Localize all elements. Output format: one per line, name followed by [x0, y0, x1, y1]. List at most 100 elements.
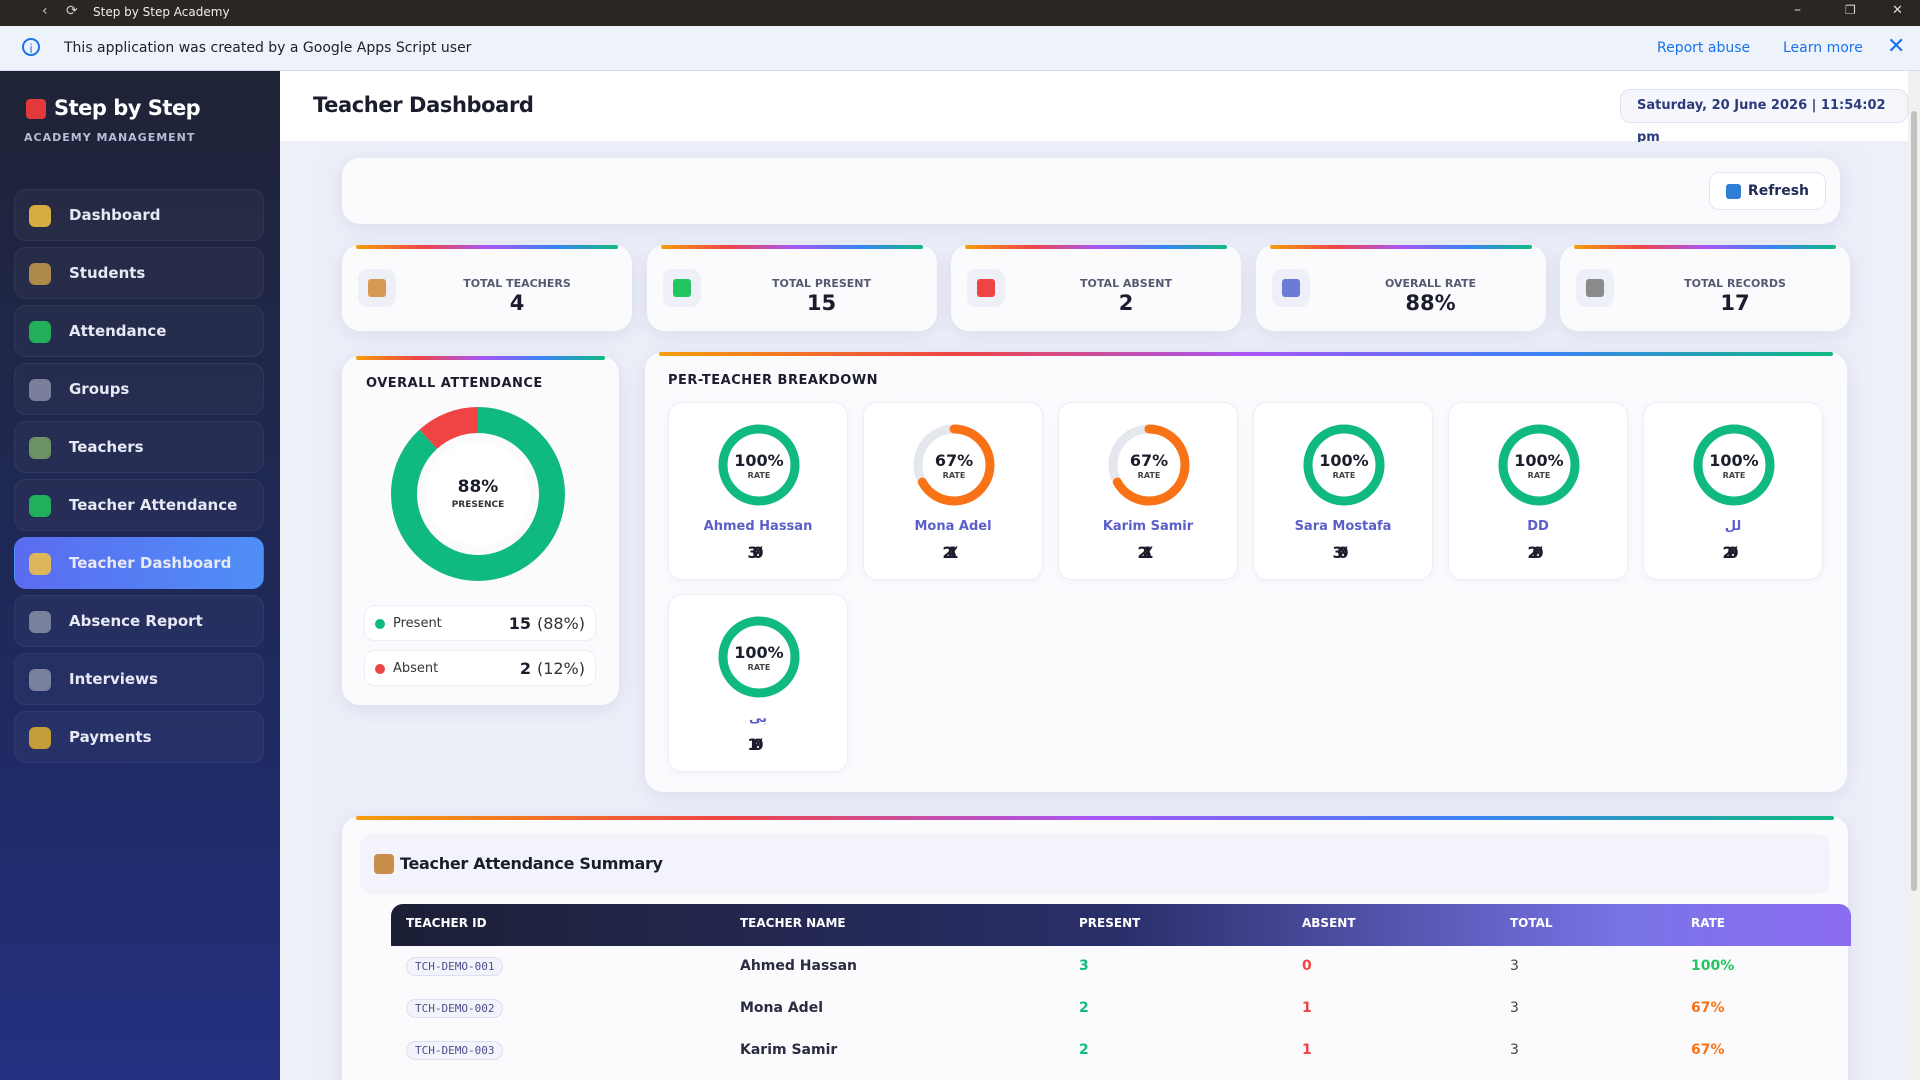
- ring-arc: [913, 424, 995, 506]
- brand-name: Step by Step: [54, 96, 201, 120]
- table-cell: 67%: [1691, 1042, 1725, 1058]
- sidebar: Step by Step ACADEMY MANAGEMENT Dashboar…: [0, 71, 280, 1080]
- nav-item[interactable]: Teachers: [14, 421, 264, 473]
- stat-value: 4: [509, 291, 525, 315]
- ring-caption: RATE: [748, 663, 771, 672]
- nav-item[interactable]: Students: [14, 247, 264, 299]
- ring-label: 100%: [1514, 451, 1563, 470]
- nav-icon: [29, 727, 51, 749]
- ring-arc: [1303, 424, 1385, 506]
- datetime-pill: Saturday, 20 June 2026 | 11:54:02 pm: [1620, 89, 1908, 145]
- present-count: 2: [942, 543, 954, 562]
- nav-item[interactable]: Teacher Attendance: [14, 479, 264, 531]
- rate-ring: 67%RATE: [1108, 424, 1190, 506]
- dismiss-button[interactable]: ✕: [1887, 34, 1906, 59]
- info-banner: i This application was created by a Goog…: [0, 26, 1920, 71]
- column-header: ABSENT: [1302, 916, 1356, 930]
- stat-card: TOTAL ABSENT 2: [951, 245, 1241, 331]
- minimize-button[interactable]: –: [1794, 2, 1801, 18]
- nav-item[interactable]: Payments: [14, 711, 264, 763]
- back-button[interactable]: ‹: [42, 3, 48, 19]
- teacher-name: Sara Mostafa: [1294, 519, 1392, 534]
- donut-percent: 88%: [458, 477, 499, 497]
- card-accent: [356, 356, 605, 360]
- present-symbol: ✓: [946, 543, 960, 562]
- stat-card: OVERALL RATE 88%: [1255, 245, 1546, 331]
- card-accent: [356, 816, 1834, 820]
- teacher-name: بی: [748, 711, 768, 726]
- ring-arc: [718, 616, 800, 698]
- stat-label: TOTAL PRESENT: [771, 277, 872, 290]
- rate-ring: 100%RATE: [1693, 424, 1775, 506]
- absent-count: 0: [1337, 543, 1349, 562]
- summary-icon: [374, 854, 394, 874]
- teacher-id-badge: TCH-DEMO-002: [406, 999, 504, 1018]
- card-accent: [1269, 245, 1532, 249]
- legend-label: Absent: [393, 661, 439, 676]
- maximize-button[interactable]: ❐: [1845, 3, 1856, 17]
- ring-label: 100%: [1319, 451, 1368, 470]
- close-button[interactable]: ✕: [1892, 3, 1903, 18]
- nav-icon: [29, 437, 51, 459]
- legend-count: 2: [519, 659, 531, 678]
- nav-icon: [29, 379, 51, 401]
- nav-item[interactable]: Groups: [14, 363, 264, 415]
- table-cell: 1: [1302, 1042, 1312, 1058]
- teacher-card: 100% RATE Sara Mostafa ✓ 3 ✗ 0: [1253, 402, 1433, 580]
- teacher-card: 100% RATE DD ✓ 2 ✗ 0: [1448, 402, 1628, 580]
- report-abuse-link[interactable]: Report abuse: [1657, 40, 1751, 56]
- legend-dot: [375, 619, 385, 629]
- card-title: PER-TEACHER BREAKDOWN: [668, 373, 879, 388]
- ring-label: 67%: [1130, 451, 1168, 470]
- present-count: 3: [1332, 543, 1344, 562]
- ring-label: 100%: [1709, 451, 1758, 470]
- absent-count: 1: [1142, 543, 1154, 562]
- ring-label: 100%: [734, 643, 783, 662]
- table-cell: 2: [1079, 1042, 1089, 1058]
- legend-row: Present (88%) 15: [364, 605, 596, 641]
- nav-icon: [29, 263, 51, 285]
- refresh-button[interactable]: Refresh: [1708, 172, 1826, 210]
- stat-icon-glyph: [1281, 279, 1300, 297]
- nav-item[interactable]: Interviews: [14, 653, 264, 705]
- table-cell: 2: [1079, 1000, 1089, 1016]
- card-title: OVERALL ATTENDANCE: [366, 376, 543, 391]
- nav-item[interactable]: Dashboard: [14, 189, 264, 241]
- present-count: 1: [747, 735, 759, 754]
- legend-count: 15: [508, 614, 531, 633]
- legend-dot: [375, 664, 385, 674]
- reload-button[interactable]: ⟳: [66, 3, 78, 19]
- absent-symbol: ✗: [751, 735, 765, 754]
- stat-icon: [1576, 269, 1614, 307]
- content-panel: Refresh TOTAL TEACHERS 4 TOTAL PRESENT 15 TOT…: [316, 142, 1872, 1080]
- stat-value: 2: [1118, 291, 1134, 315]
- absent-count: 0: [1727, 543, 1739, 562]
- absent-count: 0: [1532, 543, 1544, 562]
- present-symbol: ✓: [1726, 543, 1740, 562]
- window-title: Step by Step Academy: [93, 5, 230, 19]
- attendance-table: TEACHER ID TEACHER NAME PRESENT ABSENT TOTAL…: [391, 904, 1851, 1080]
- nav-item[interactable]: Absence Report: [14, 595, 264, 647]
- table-cell: 3: [1510, 1042, 1519, 1058]
- nav-icon: [29, 321, 51, 343]
- rate-ring: 100%RATE: [1498, 424, 1580, 506]
- present-symbol: ✓: [751, 735, 765, 754]
- column-header: PRESENT: [1079, 916, 1141, 930]
- stat-value: 15: [806, 291, 837, 315]
- stat-icon: [967, 269, 1005, 307]
- ring-caption: RATE: [748, 471, 771, 480]
- ring-label: 67%: [935, 451, 973, 470]
- learn-more-link[interactable]: Learn more: [1783, 40, 1863, 56]
- nav-item[interactable]: Attendance: [14, 305, 264, 357]
- nav-item[interactable]: Teacher Dashboard: [14, 537, 264, 589]
- stat-icon-glyph: [672, 279, 691, 297]
- scrollbar-thumb[interactable]: [1911, 111, 1917, 891]
- rate-ring: 100%RATE: [718, 616, 800, 698]
- absent-symbol: ✗: [1726, 543, 1740, 562]
- browser-bar: Step by Step Academy ‹ ⟳ – ❐ ✕: [0, 0, 1920, 26]
- stat-label: TOTAL ABSENT: [1080, 277, 1172, 290]
- present-symbol: ✓: [1141, 543, 1155, 562]
- table-header: TEACHER ID TEACHER NAME PRESENT ABSENT TOTAL…: [391, 904, 1851, 946]
- nav-icon: [29, 611, 51, 633]
